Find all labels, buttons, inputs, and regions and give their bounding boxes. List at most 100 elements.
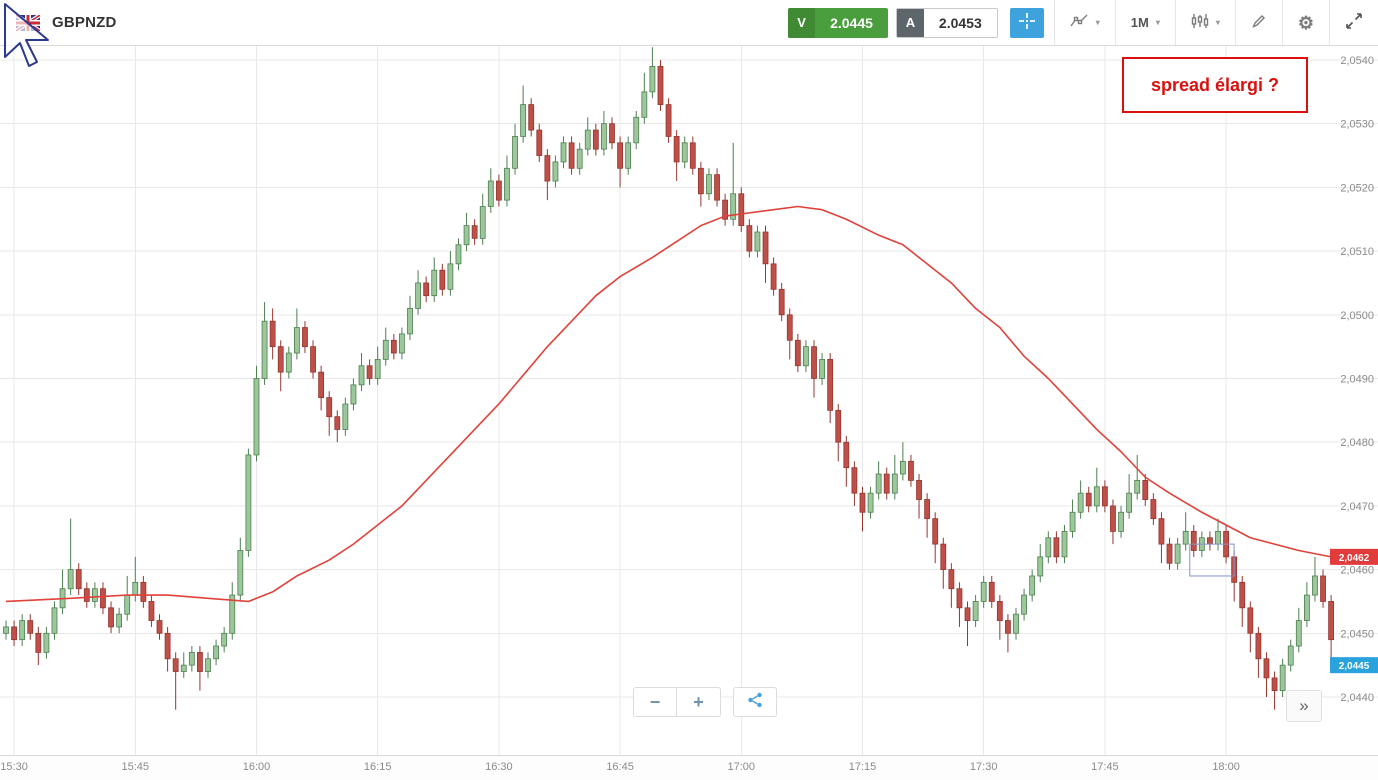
chevron-down-icon: ▾	[1215, 18, 1220, 27]
time-axis-label: 16:30	[485, 761, 513, 773]
candle-body	[132, 581, 139, 596]
candle-body	[213, 645, 219, 660]
candle-body	[625, 142, 632, 169]
candle-body	[754, 231, 761, 252]
candle-body	[1279, 664, 1286, 692]
candles-indicator-icon	[1191, 13, 1209, 32]
indicators-button[interactable]: ▾	[1174, 0, 1235, 45]
share-button[interactable]	[733, 687, 777, 717]
candle-body	[649, 65, 656, 93]
arrow-drawing[interactable]	[0, 0, 80, 80]
candle-body	[762, 231, 769, 265]
candle-body	[843, 441, 850, 469]
candle-body	[1239, 581, 1246, 609]
candle-body	[924, 499, 931, 520]
buy-price: 2.0453	[938, 14, 982, 31]
draw-tools-button[interactable]	[1234, 0, 1282, 45]
crosshair-tool-button[interactable]	[1009, 7, 1044, 38]
buy-button[interactable]: A 2.0453	[895, 7, 998, 38]
candle-body	[164, 632, 171, 660]
expand-chart-button[interactable]	[1329, 0, 1378, 45]
time-axis-label: 15:30	[0, 761, 28, 773]
candle-body	[261, 320, 268, 379]
candle-body	[851, 467, 858, 494]
candle-body	[1077, 492, 1084, 513]
settings-button[interactable]: ⚙	[1281, 0, 1329, 45]
candle-body	[1255, 632, 1262, 660]
candle-body	[609, 123, 615, 144]
candle-body	[1013, 613, 1019, 634]
chart-type-button[interactable]: ▾	[1053, 0, 1115, 45]
candle-body	[617, 142, 623, 169]
candle-body	[811, 346, 817, 379]
candle-body	[1303, 594, 1310, 621]
buy-label: A	[896, 8, 924, 37]
jump-to-latest-button[interactable]: »	[1286, 690, 1322, 722]
candle-body	[883, 473, 890, 494]
candle-body	[1263, 658, 1270, 679]
candle-body	[657, 65, 664, 105]
zoom-in-button[interactable]: +	[677, 687, 721, 717]
candle-body	[730, 193, 737, 220]
candle-body	[1021, 594, 1027, 615]
candle-body	[916, 480, 922, 500]
candle-body	[439, 269, 446, 290]
candle-body	[560, 142, 567, 163]
sell-button[interactable]: V 2.0445	[788, 7, 888, 38]
time-axis[interactable]: 15:30 15:45 16:00 16:15 16:30 16:45 17:00 17:15…	[0, 755, 1378, 780]
candle-body	[302, 327, 308, 348]
candles-layer	[3, 47, 1335, 710]
time-axis-label: 17:45	[1091, 761, 1119, 773]
price-axis-label: 2,0450	[1340, 628, 1374, 640]
candle-body	[940, 543, 947, 570]
expand-arrows-icon	[1345, 12, 1363, 33]
time-axis-label: 16:45	[606, 761, 634, 773]
candle-body	[891, 473, 898, 494]
candle-body	[180, 664, 187, 672]
candlestick-chart[interactable]: 2,0540 2,0530 2,0520 2,0510 2,0500 2,0490 2,04…	[0, 45, 1378, 755]
candle-body	[43, 632, 50, 653]
candle-body	[899, 460, 906, 475]
candle-body	[100, 588, 106, 609]
candle-body	[908, 460, 914, 481]
price-axis-label: 2,0500	[1340, 310, 1374, 322]
candle-body	[366, 365, 373, 379]
time-axis-label: 18:00	[1212, 761, 1240, 773]
candle-body	[1093, 486, 1100, 507]
candle-body	[794, 339, 801, 367]
ma-value-tag-label: 2,0462	[1339, 553, 1370, 564]
candle-body	[358, 365, 365, 386]
zoom-out-button[interactable]: −	[633, 687, 677, 717]
candle-body	[512, 136, 518, 169]
candle-body	[996, 601, 1003, 621]
candle-body	[641, 91, 648, 118]
candle-body	[19, 620, 26, 641]
candle-body	[35, 632, 42, 653]
candle-body	[770, 263, 777, 290]
timeframe-button[interactable]: 1M ▾	[1114, 0, 1175, 45]
chart-area[interactable]: 2,0540 2,0530 2,0520 2,0510 2,0500 2,0490 2,04…	[0, 45, 1378, 755]
candle-body	[350, 384, 357, 405]
candle-body	[932, 518, 939, 545]
sell-label: V	[788, 7, 816, 38]
candle-body	[988, 581, 995, 602]
selection-box[interactable]	[1189, 543, 1235, 577]
candle-body	[399, 333, 405, 354]
candle-body	[156, 620, 163, 634]
crosshair-icon	[1018, 12, 1036, 33]
candle-body	[827, 358, 834, 411]
candle-body	[1045, 537, 1052, 558]
candle-body	[471, 225, 478, 239]
cursor-arrow-shape	[4, 3, 49, 67]
candle-body	[1320, 575, 1326, 602]
candle-body	[27, 620, 34, 634]
candle-body	[229, 594, 236, 634]
candle-body	[722, 199, 729, 220]
candle-body	[681, 142, 688, 163]
candle-body	[205, 658, 211, 672]
spread-annotation-box[interactable]: spread élargi ?	[1122, 57, 1308, 113]
candle-body	[374, 358, 381, 379]
time-axis-label: 15:45	[121, 761, 150, 773]
candle-body	[148, 601, 155, 621]
